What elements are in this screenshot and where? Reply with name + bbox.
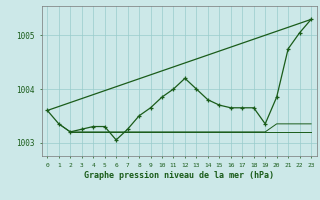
X-axis label: Graphe pression niveau de la mer (hPa): Graphe pression niveau de la mer (hPa)	[84, 171, 274, 180]
